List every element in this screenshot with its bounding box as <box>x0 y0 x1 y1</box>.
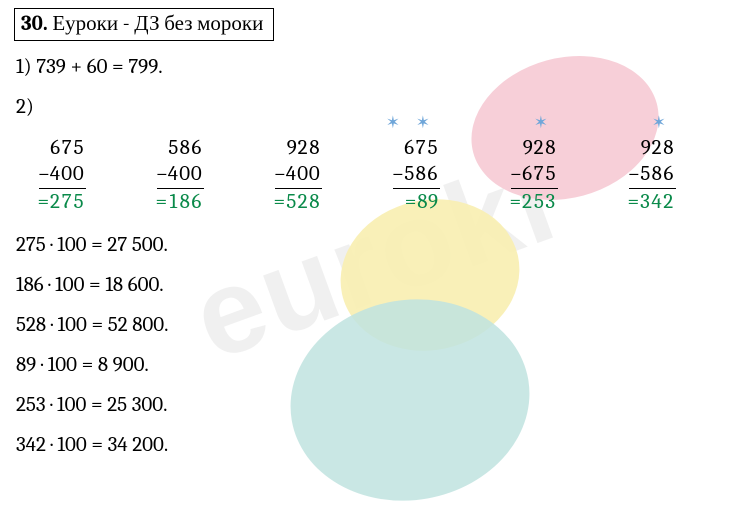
subtrahend: –675 <box>511 161 558 188</box>
task-number: 30. <box>21 12 48 36</box>
result: =275 <box>37 189 86 215</box>
minuend: 675 <box>403 135 440 161</box>
subtrahend: –586 <box>629 161 676 188</box>
equation-3: 89 · 100 = 8 900. <box>16 353 733 377</box>
sub-col-1: 586–400=186 <box>134 135 204 215</box>
title-box: 30. Еуроки - ДЗ без мороки <box>14 8 274 41</box>
subtrahend: –400 <box>39 161 86 188</box>
subtrahend: –586 <box>393 161 440 188</box>
sub-col-5: ✶928–586=342 <box>606 135 676 215</box>
minuend: 928 <box>523 135 558 161</box>
result: =342 <box>627 189 676 215</box>
equations: 275 · 100 = 27 500. 186 · 100 = 18 600. 52… <box>14 233 733 457</box>
carry-stars: ✶ <box>534 113 554 133</box>
minuend: 586 <box>167 135 204 161</box>
title-text: Еуроки - ДЗ без мороки <box>52 12 263 36</box>
equation-2: 528 · 100 = 52 800. <box>16 313 733 337</box>
minuend: 675 <box>49 135 86 161</box>
part1-label: 1) <box>16 55 32 79</box>
result: =186 <box>155 189 204 215</box>
minuend: 928 <box>287 135 322 161</box>
result: =528 <box>273 189 322 215</box>
sub-col-2: 928–400=528 <box>252 135 322 215</box>
part1: 1) 739 + 60 = 799. <box>16 55 733 79</box>
page: 30. Еуроки - ДЗ без мороки 1) 739 + 60 =… <box>0 0 747 457</box>
subtrahend: –400 <box>275 161 322 188</box>
carry-stars: ✶ ✶ <box>386 113 436 133</box>
equation-4: 253 · 100 = 25 300. <box>16 393 733 417</box>
sub-col-3: ✶ ✶675–586=89 <box>370 135 440 215</box>
subtrahend: –400 <box>157 161 204 188</box>
result: =253 <box>509 189 558 215</box>
result: =89 <box>405 189 440 215</box>
carry-stars: ✶ <box>652 113 672 133</box>
part1-expr: 739 + 60 = 799. <box>36 55 162 79</box>
equation-1: 186 · 100 = 18 600. <box>16 273 733 297</box>
equation-5: 342 · 100 = 34 200. <box>16 433 733 457</box>
part2-label: 2) <box>16 95 733 119</box>
equation-0: 275 · 100 = 27 500. <box>16 233 733 257</box>
minuend: 928 <box>641 135 676 161</box>
subtraction-columns: 675–400=275586–400=186928–400=528✶ ✶675–… <box>16 135 733 215</box>
sub-col-0: 675–400=275 <box>16 135 86 215</box>
sub-col-4: ✶928–675=253 <box>488 135 558 215</box>
